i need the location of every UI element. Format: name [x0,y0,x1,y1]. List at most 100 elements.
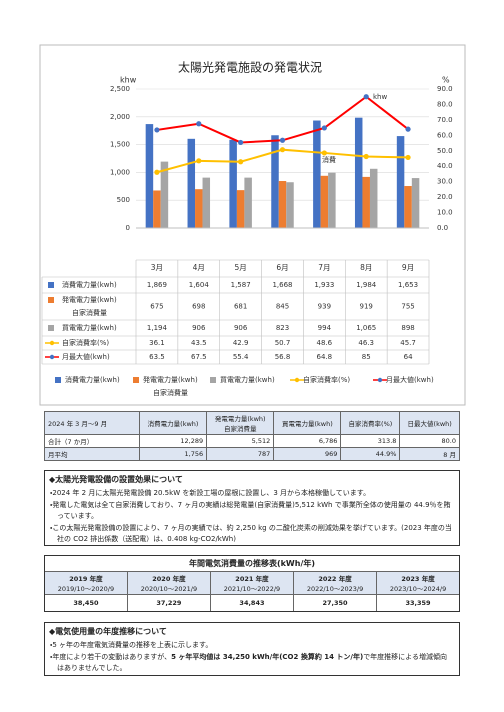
bar [195,189,203,228]
legend-key [133,377,139,383]
table-value: 1,869 [147,281,167,289]
table-value: 1,587 [231,281,251,289]
row-label: 発電電力量(kwh) [62,295,117,304]
bullet: ・発電した電気は全て自家消費しており、7 ヶ月の実績は総発電量(自家消費量)5,… [50,501,451,520]
marker [279,147,286,153]
cell: 787 [206,447,275,461]
legend-key [48,325,54,331]
header-cell: 2024 年 3 月～9 月 [44,411,140,435]
legend-label: 自家消費量 [153,388,188,397]
tick-label: 20.0 [437,193,453,201]
bullet: ・年度により若干の変動はありますが、5 ヶ年平均値は 34,250 kWh/年(… [50,652,453,674]
cell: 1,756 [138,447,208,461]
legend-key [49,340,55,346]
period: 2022/10～2023/9 [306,585,364,593]
header-cell: 2023 年度 2023/10～2024/9 [376,571,460,595]
x-tick-label: 6月 [276,263,288,272]
x-tick-label: 3月 [151,263,163,272]
table-value: 67.5 [191,353,207,361]
header-text: 自家消費率(%) [348,420,393,428]
table-value: 939 [318,303,331,311]
row: 38,450 37,229 34,843 27,350 33,359 [44,594,460,611]
header-text: 消費電力量(kwh) [147,420,199,428]
cell: 27,350 [292,594,378,611]
note-title: ◆太陽光発電設備の設置効果について [49,475,183,484]
bar [160,161,169,228]
table-value: 675 [150,303,163,311]
bullet: ・5 ヶ年の年度電気消費量の推移を上表に示します。 [50,641,213,649]
bullet: ・この太陽光発電設備の設置により、7 ヶ月の実績では、約 2,250 kg の二… [50,524,452,543]
legend-label: 消費電力量(kwh) [65,375,120,384]
header-cell: 自家消費率(%) [340,411,401,435]
table: 2019 年度 2019/10～2020/9 2020 年度 2020/10～2021… [44,571,460,611]
tick-label: 2,000 [110,113,130,121]
note-title: ◆電気使用量の年度推移について [49,627,167,636]
summary-table: 2024 年 3 月～9 月 消費電力量(kwh) 発電電力量(kwh) 自家消費量 買… [44,411,460,461]
legend-key [48,297,54,303]
tick-label: 500 [117,196,130,204]
note-box: ◆電気使用量の年度推移について ・5 ヶ年の年度電気消費量の推移を上表に示します… [44,622,460,676]
chart-frame [39,44,466,406]
cell: 月平均 [44,447,140,461]
cell: 合計（7 か月） [44,434,140,448]
year: 2021 年度 [235,575,269,583]
row-label: 月最大値(kwh) [62,352,110,361]
header-cell: 買電電力量(kwh) [273,411,342,435]
bar [153,190,161,228]
bar [202,177,211,228]
bullet-bold: 5 ヶ年平均値は 34,250 kWh/年(CO2 換算約 14 トン/年) [171,653,364,661]
table-value: 1,668 [272,281,292,289]
period: 2021/10～2022/9 [223,585,281,593]
cell: 313.8 [340,434,401,448]
marker [196,121,202,127]
row-label: 消費電力量(kwh) [62,280,117,289]
table-value: 63.5 [149,353,165,361]
header-text: 発電電力量(kwh) [214,415,266,423]
header-cell: 発電電力量(kwh) 自家消費量 [206,411,275,435]
bullet: ・2024 年 2 月に太陽光発電設備 20.5kW を新設工場の屋根に設置し、… [50,489,371,497]
cell: 38,450 [44,594,128,611]
row-label: 買電電力量(kwh) [62,323,117,332]
tick-label: 60.0 [437,131,453,139]
cell: 5,512 [206,434,275,448]
table-value: 50.7 [275,339,291,347]
tick-label: 90.0 [437,85,453,93]
legend-key [48,282,54,288]
tick-label: 40.0 [437,162,453,170]
tick-label: 1,500 [110,141,130,149]
header-cell: 消費電力量(kwh) [138,411,208,435]
bar [354,117,363,228]
year: 2023 年度 [401,575,435,583]
table-value: 1,604 [189,281,210,289]
table-value: 1,984 [356,281,377,289]
tick-label: 1,000 [110,168,130,176]
row-label: 自家消費率(%) [62,338,109,347]
tick-label: 0.0 [437,224,448,232]
marker [196,158,202,164]
bar [286,182,294,228]
table-value: 906 [192,324,206,332]
year: 2019 年度 [69,575,103,583]
table-value: 36.1 [149,339,165,347]
period: 2019/10～2020/9 [57,585,115,593]
x-tick-label: 7月 [318,263,330,272]
annotation: 消費 [322,155,336,164]
legend-key [55,377,61,383]
table-value: 906 [234,324,248,332]
table-value: 898 [401,324,414,332]
bar [362,176,370,228]
marker [321,150,327,156]
header-text: 自家消費量 [223,425,257,433]
cell: 8 月 [399,447,460,461]
header-text: 2024 年 3 月～9 月 [48,420,108,428]
x-tick-label: 4月 [193,263,205,272]
annual-table: 年間電気消費量の推移表(kWh/年) 2019 年度 2019/10～2020/9… [44,555,460,612]
cell: 37,229 [126,594,211,611]
tick-label: 50.0 [437,147,453,155]
legend-key [210,377,216,383]
bar [369,168,378,228]
annotation: khw [373,93,387,101]
marker [154,127,160,133]
note-box: ◆太陽光発電設備の設置効果について ・2024 年 2 月に太陽光発電設備 20… [44,470,460,546]
legend-key [49,354,55,360]
